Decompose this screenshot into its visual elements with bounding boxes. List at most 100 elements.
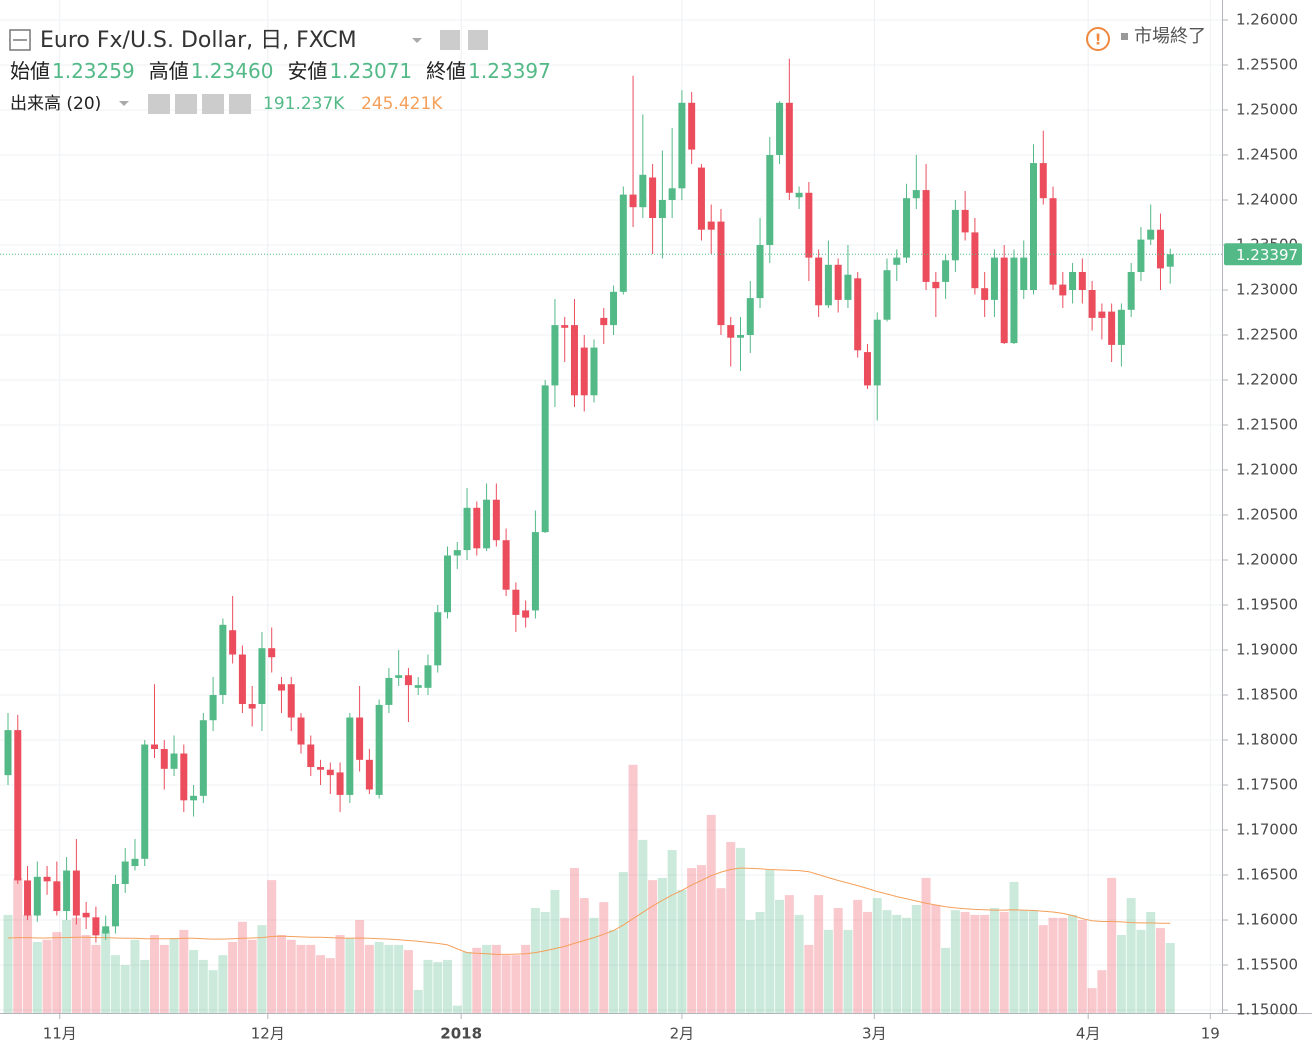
x-tick-label: 2018 [440, 1025, 482, 1043]
y-tick-label: 1.24000 [1236, 190, 1298, 208]
candle-body [805, 192, 813, 258]
volume-bar [853, 899, 863, 1013]
volume-bar [657, 877, 667, 1013]
candle-body [1000, 257, 1008, 344]
volume-bar [970, 914, 980, 1013]
y-tick-label: 1.24500 [1236, 145, 1298, 163]
candle-body [551, 325, 559, 386]
candle-body [1166, 254, 1174, 267]
settings-icon[interactable] [468, 30, 488, 50]
candle-body [385, 677, 393, 705]
grid [0, 0, 1222, 1013]
eye-icon[interactable] [440, 30, 460, 50]
candle-body [912, 190, 920, 199]
volume-bar [902, 917, 912, 1013]
volume-bar [823, 929, 833, 1013]
volume-bar [989, 907, 999, 1013]
dropdown-arrow[interactable] [119, 101, 129, 106]
candle-body [707, 221, 715, 230]
candle-body [688, 102, 696, 150]
y-tick-label: 1.21000 [1236, 461, 1298, 479]
close-icon[interactable] [229, 94, 251, 114]
candle-body [151, 744, 159, 750]
volume-bar [589, 917, 599, 1013]
candle-body [33, 876, 41, 916]
candle-body [522, 610, 530, 618]
candle-body [844, 274, 852, 300]
candle-body [1069, 272, 1077, 291]
volume-bar [286, 939, 296, 1013]
volume-bar [960, 911, 970, 1013]
y-tick-label: 1.20000 [1236, 551, 1298, 569]
time-axis-bg [0, 1013, 1312, 1054]
volume-bar [765, 869, 775, 1013]
candle-body [1156, 229, 1164, 269]
eye-icon[interactable] [148, 94, 170, 114]
volume-layer [3, 764, 1175, 1013]
symbol-title: Euro Fx/U.S. Dollar, 日, FXCM [40, 28, 357, 53]
candle-body [903, 198, 911, 258]
candle-body [414, 685, 422, 688]
candle-body [668, 188, 676, 200]
volume-bar [1058, 917, 1068, 1013]
volume-bar [511, 955, 521, 1013]
volume-bar [62, 920, 72, 1013]
last-price-label: 1.23397 [1236, 246, 1298, 264]
volume-bar [413, 989, 423, 1013]
candle-body [932, 281, 940, 289]
market-status: 市場終了 [1134, 26, 1206, 47]
candle-body [1039, 163, 1047, 199]
volume-bar [550, 890, 560, 1013]
y-tick-label: 1.21500 [1236, 416, 1298, 434]
candle-body [434, 612, 442, 666]
x-tick-label: 2月 [670, 1025, 695, 1043]
volume-bar [833, 907, 843, 1013]
volume-bar [81, 935, 91, 1013]
volume-bar [1077, 920, 1087, 1013]
candle-body [1127, 272, 1135, 310]
candle-body [785, 102, 793, 193]
add-icon[interactable] [202, 94, 224, 114]
volume-bar [862, 911, 872, 1013]
volume-bar [628, 764, 638, 1013]
volume-bar [814, 895, 824, 1013]
candle-body [268, 648, 276, 658]
volume-bar [687, 868, 697, 1013]
candle-body [473, 507, 481, 549]
candle-body [512, 589, 520, 615]
volume-bar [120, 965, 130, 1013]
volume-bar [452, 1005, 462, 1013]
value: 1.23071 [329, 59, 412, 83]
volume-bar [218, 955, 228, 1013]
x-tick-label: 12月 [251, 1025, 285, 1043]
settings-icon[interactable] [175, 94, 197, 114]
y-tick-label: 1.26000 [1236, 10, 1298, 28]
volume-bar [189, 950, 199, 1013]
volume-bar [911, 905, 921, 1013]
volume-bar [696, 865, 706, 1013]
volume-bar [13, 877, 23, 1013]
candle-body [346, 717, 354, 795]
volume-bar [374, 941, 384, 1013]
y-tick-label: 1.25000 [1236, 100, 1298, 118]
candle-body [580, 347, 588, 396]
dropdown-arrow[interactable] [412, 38, 422, 43]
volume-bar [784, 895, 794, 1013]
label: 終値 [426, 59, 466, 83]
candle-body [72, 870, 80, 916]
collapse-icon[interactable] [9, 29, 31, 51]
ohlc-legend: 始値 1.23259 高値 1.23460 安値 1.23071 終値 1.23397 [10, 59, 551, 83]
volume-value: 191.237K [263, 94, 345, 114]
volume-bar [276, 935, 286, 1013]
candle-body [238, 654, 246, 705]
x-tick-label: 4月 [1076, 1025, 1101, 1043]
volume-bar [296, 944, 306, 1013]
candle-body [961, 209, 969, 233]
candle-body [502, 540, 510, 590]
volume-bar [384, 944, 394, 1013]
candle-body [375, 704, 383, 795]
volume-bar [755, 911, 765, 1013]
candle-body [815, 257, 823, 306]
volume-bar [1097, 970, 1107, 1013]
candle-body [131, 858, 139, 867]
